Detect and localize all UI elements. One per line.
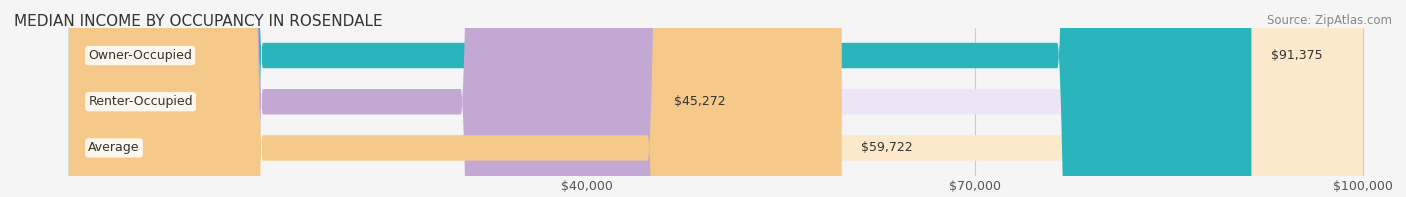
Text: Source: ZipAtlas.com: Source: ZipAtlas.com <box>1267 14 1392 27</box>
Text: Renter-Occupied: Renter-Occupied <box>89 95 193 108</box>
FancyBboxPatch shape <box>69 0 1362 197</box>
FancyBboxPatch shape <box>69 0 1251 197</box>
Text: $45,272: $45,272 <box>673 95 725 108</box>
FancyBboxPatch shape <box>69 0 1362 197</box>
Text: MEDIAN INCOME BY OCCUPANCY IN ROSENDALE: MEDIAN INCOME BY OCCUPANCY IN ROSENDALE <box>14 14 382 29</box>
FancyBboxPatch shape <box>69 0 842 197</box>
FancyBboxPatch shape <box>69 0 1362 197</box>
FancyBboxPatch shape <box>69 0 655 197</box>
Text: $59,722: $59,722 <box>860 141 912 154</box>
Text: Owner-Occupied: Owner-Occupied <box>89 49 193 62</box>
Text: $91,375: $91,375 <box>1271 49 1323 62</box>
Text: Average: Average <box>89 141 139 154</box>
